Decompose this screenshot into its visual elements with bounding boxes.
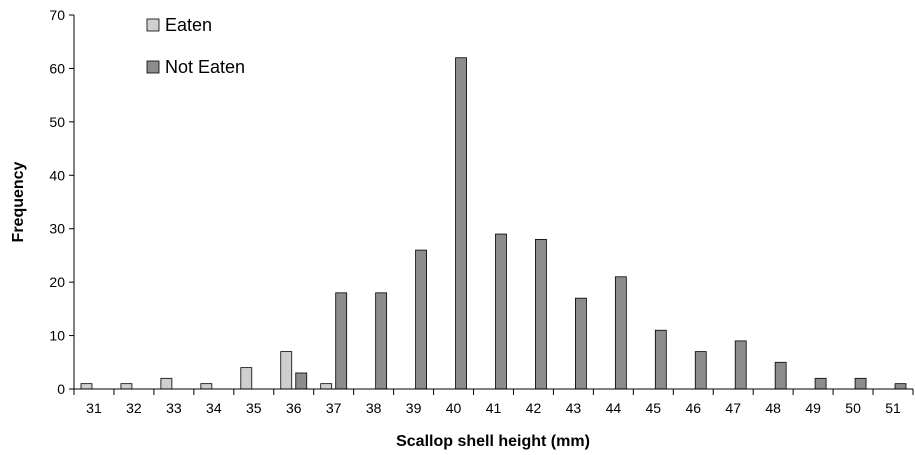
- x-tick-label-36: 36: [286, 400, 302, 416]
- y-tick-label-70: 70: [49, 7, 65, 23]
- legend-swatch-eaten: [146, 18, 160, 32]
- bar-eaten-35: [240, 367, 253, 390]
- x-tick-label-41: 41: [486, 400, 502, 416]
- x-axis-title: Scallop shell height (mm): [396, 433, 590, 450]
- bar-eaten-32: [120, 383, 133, 390]
- bar-not-eaten-46: [694, 351, 707, 390]
- y-tick-label-60: 60: [49, 60, 65, 76]
- y-tick-label-20: 20: [49, 274, 65, 290]
- x-tick-label-49: 49: [805, 400, 821, 416]
- legend: Eaten Not Eaten: [146, 15, 245, 77]
- bars-layer: [80, 57, 907, 390]
- legend-label-eaten: Eaten: [165, 15, 212, 35]
- x-tick-label-34: 34: [206, 400, 222, 416]
- legend-label-not-eaten: Not Eaten: [165, 57, 245, 77]
- x-tick-label-32: 32: [126, 400, 142, 416]
- legend-swatch-not-eaten: [146, 60, 160, 74]
- bar-not-eaten-51: [894, 383, 907, 390]
- x-tick-label-38: 38: [366, 400, 382, 416]
- bar-not-eaten-38: [375, 292, 388, 390]
- bar-not-eaten-42: [535, 238, 547, 390]
- bar-not-eaten-43: [575, 297, 587, 390]
- x-tick-label-45: 45: [646, 400, 662, 416]
- x-tick-label-37: 37: [326, 400, 342, 416]
- x-tick-label-46: 46: [685, 400, 701, 416]
- x-tick-label-35: 35: [246, 400, 262, 416]
- bar-not-eaten-39: [415, 249, 427, 390]
- x-tick-label-39: 39: [406, 400, 422, 416]
- y-tick-label-50: 50: [49, 114, 65, 130]
- bar-eaten-36: [280, 351, 293, 390]
- y-tick-label-40: 40: [49, 167, 65, 183]
- bar-not-eaten-47: [734, 340, 747, 390]
- x-tick-label-47: 47: [725, 400, 741, 416]
- bar-not-eaten-41: [495, 233, 507, 390]
- x-tick-label-48: 48: [765, 400, 781, 416]
- y-tick-label-30: 30: [49, 221, 65, 237]
- bar-eaten-34: [200, 383, 213, 390]
- y-tick-label-10: 10: [49, 328, 65, 344]
- x-tick-label-50: 50: [845, 400, 861, 416]
- bar-not-eaten-48: [774, 361, 787, 390]
- bar-eaten-31: [80, 383, 93, 390]
- bar-not-eaten-49: [814, 377, 827, 390]
- bar-not-eaten-37: [335, 292, 348, 390]
- bar-eaten-37: [320, 383, 333, 390]
- bar-eaten-33: [160, 377, 173, 390]
- x-tick-label-43: 43: [566, 400, 582, 416]
- x-tick-label-40: 40: [446, 400, 462, 416]
- bar-not-eaten-45: [654, 329, 667, 390]
- axes-layer: 0 10 20 30 40 50 60 70 31 32 33 34 35 36 37 38 39 40 41 42 4…: [49, 7, 914, 416]
- bar-not-eaten-50: [854, 377, 867, 390]
- bar-not-eaten-36: [295, 372, 308, 390]
- x-tick-label-42: 42: [526, 400, 542, 416]
- y-tick-label-0: 0: [57, 381, 65, 397]
- x-tick-label-44: 44: [606, 400, 622, 416]
- x-tick-label-51: 51: [885, 400, 901, 416]
- y-axis-title: Frequency: [10, 161, 27, 242]
- bar-not-eaten-44: [614, 276, 627, 390]
- bar-not-eaten-40: [455, 57, 467, 390]
- x-tick-label-31: 31: [86, 400, 102, 416]
- x-tick-label-33: 33: [166, 400, 182, 416]
